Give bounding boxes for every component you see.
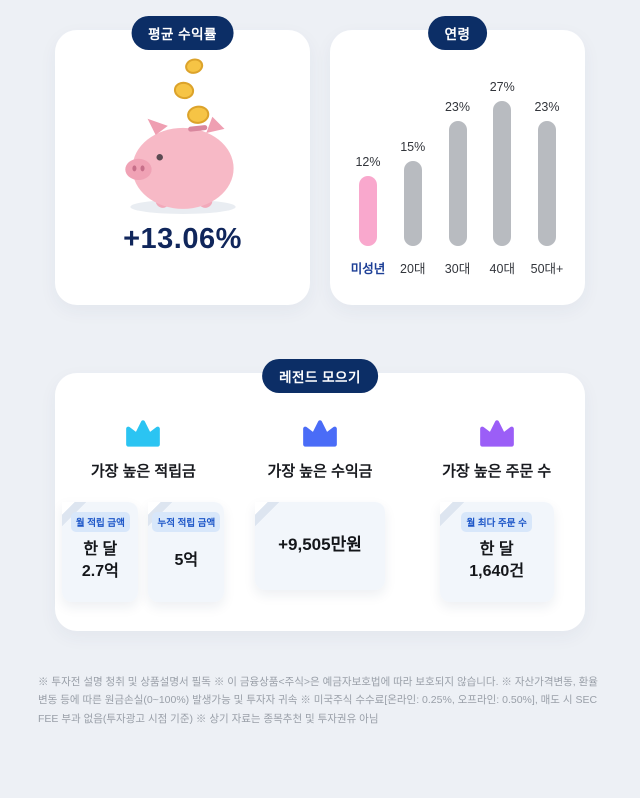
note-value-line: 1,640건 xyxy=(469,563,525,580)
note-value: +9,505만원 xyxy=(278,534,362,557)
legend-badge: 레전드 모으기 xyxy=(262,359,378,393)
bar-value-label: 12% xyxy=(355,155,381,169)
legend-collection-card: 레전드 모으기 가장 높은 적립금 월 적립 금액 한 달 2.7억 누적 적립… xyxy=(55,359,585,631)
note-card-max-orders: 월 최다 주문 수 한 달 1,640건 xyxy=(439,502,554,602)
note-value-line: 한 달 xyxy=(83,541,118,559)
piggy-bank-illustration xyxy=(124,58,236,214)
note-value-line: +9,505만원 xyxy=(278,534,362,554)
legend-notes: +9,505만원 xyxy=(255,502,385,590)
crown-icon xyxy=(303,420,337,447)
bar-column: 12% 미성년 xyxy=(347,155,389,276)
legend-notes: 월 최다 주문 수 한 달 1,640건 xyxy=(439,502,554,602)
note-value: 5억 xyxy=(175,532,199,590)
bar xyxy=(493,101,512,246)
bar-column: 23% 50대+ xyxy=(526,100,568,276)
average-return-content: +13.06% xyxy=(55,30,310,256)
bar xyxy=(359,176,377,246)
note-tag: 누적 적립 금액 xyxy=(152,512,221,532)
note-value-line: 한 달 xyxy=(479,541,514,559)
age-bar-chart: 12% 미성년 15% 20대 23% 30대 27% 40대 23% xyxy=(330,60,585,276)
bar-label: 20대 xyxy=(400,262,426,276)
crown-icon xyxy=(479,420,514,447)
legend-column-title: 가장 높은 적립금 xyxy=(90,463,196,480)
note-card-highest-profit: +9,505만원 xyxy=(255,502,385,590)
bar xyxy=(448,121,467,246)
legend-notes: 월 적립 금액 한 달 2.7억 누적 적립 금액 5억 xyxy=(62,502,225,602)
bar-value-label: 27% xyxy=(489,80,515,94)
bar-value-label: 23% xyxy=(444,100,471,114)
note-card-monthly-deposit: 월 적립 금액 한 달 2.7억 xyxy=(62,502,139,602)
bar xyxy=(403,161,422,246)
bar-label: 40대 xyxy=(489,262,515,276)
bar-label: 50대+ xyxy=(530,262,564,276)
legend-column-deposit: 가장 높은 적립금 월 적립 금액 한 달 2.7억 누적 적립 금액 5억 xyxy=(55,419,232,602)
legend-columns: 가장 높은 적립금 월 적립 금액 한 달 2.7억 누적 적립 금액 5억 xyxy=(55,373,585,602)
note-value-line: 5억 xyxy=(174,552,199,570)
note-card-cumulative-deposit: 누적 적립 금액 5억 xyxy=(148,502,225,602)
legend-column-title: 가장 높은 수익금 xyxy=(267,463,373,480)
legend-column-orders: 가장 높은 주문 수 월 최다 주문 수 한 달 1,640건 xyxy=(408,419,585,602)
bar-value-label: 15% xyxy=(400,140,426,154)
bar-label: 30대 xyxy=(444,262,471,276)
average-return-value: +13.06% xyxy=(123,223,242,255)
average-return-badge: 평균 수익률 xyxy=(131,16,234,50)
note-tag: 월 적립 금액 xyxy=(70,512,130,532)
note-value: 한 달 1,640건 xyxy=(469,532,524,590)
bar-column: 27% 40대 xyxy=(481,80,523,276)
top-row: 평균 수익률 +13.06% xyxy=(55,16,585,305)
coins-icon xyxy=(173,58,209,124)
age-badge: 연령 xyxy=(427,16,488,50)
note-value-line: 2.7억 xyxy=(81,563,119,580)
crown-icon xyxy=(126,420,161,447)
age-chart-card: 연령 12% 미성년 15% 20대 23% 30대 27% 40대 xyxy=(330,16,585,305)
bar-value-label: 23% xyxy=(534,100,560,114)
note-value: 한 달 2.7억 xyxy=(82,532,119,590)
legend-column-title: 가장 높은 주문 수 xyxy=(442,463,552,480)
bar-label: 미성년 xyxy=(350,262,386,276)
disclaimer-text: ※ 투자전 설명 청취 및 상품설명서 필독 ※ 이 금융상품<주식>은 예금자… xyxy=(38,676,598,725)
bar-column: 15% 20대 xyxy=(392,140,434,276)
bar xyxy=(538,121,556,246)
note-tag: 월 최다 주문 수 xyxy=(461,512,532,532)
average-return-card: 평균 수익률 +13.06% xyxy=(55,16,310,305)
legend-column-profit: 가장 높은 수익금 +9,505만원 xyxy=(232,419,409,602)
bar-column: 23% 30대 xyxy=(437,100,479,276)
